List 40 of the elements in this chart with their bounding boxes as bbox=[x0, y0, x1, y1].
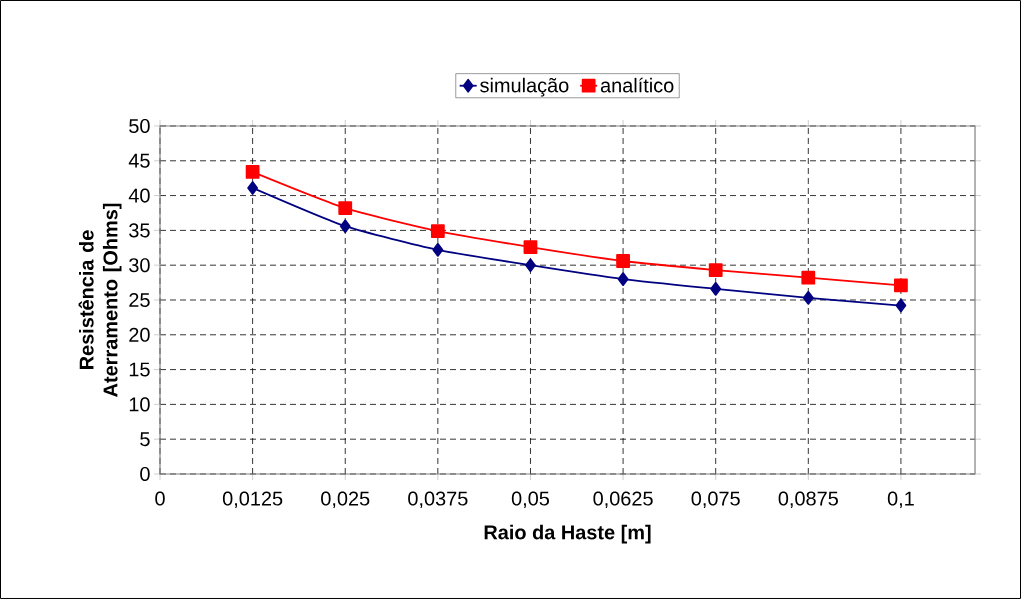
y-tick-label: 15 bbox=[129, 362, 150, 377]
y-tick-label: 10 bbox=[129, 397, 150, 412]
y-tick-label: 40 bbox=[128, 188, 150, 203]
legend-label: simulação bbox=[480, 77, 569, 97]
legend-label: analítico bbox=[600, 77, 674, 93]
y-tick-label: 35 bbox=[129, 223, 150, 238]
point bbox=[525, 258, 536, 273]
point bbox=[894, 278, 908, 293]
point bbox=[247, 181, 259, 195]
point bbox=[339, 219, 351, 234]
x-tick-label: 0 bbox=[155, 491, 165, 506]
y-tick-label: 50 bbox=[129, 118, 150, 134]
x-tick-label: 0,0125 bbox=[222, 491, 283, 508]
point bbox=[710, 281, 722, 296]
x-axis-title: Raio da Haste [m] bbox=[484, 524, 651, 544]
point bbox=[617, 272, 629, 287]
x-tick-label: 0,1 bbox=[887, 491, 914, 508]
x-tick-label: 0,075 bbox=[691, 491, 740, 508]
y-tick-label: 45 bbox=[128, 153, 150, 168]
y-tick-label: 20 bbox=[129, 327, 150, 342]
y-tick-label: 0 bbox=[140, 466, 150, 482]
y-tick-label: 5 bbox=[140, 432, 150, 447]
x-tick-label: 0,0875 bbox=[778, 491, 838, 508]
point bbox=[616, 254, 630, 268]
point bbox=[430, 224, 445, 238]
y-tick-label: 30 bbox=[129, 258, 150, 273]
point bbox=[895, 298, 907, 313]
y-axis-title: Resistência de Aterramento [Ohms] bbox=[78, 203, 122, 397]
point bbox=[338, 201, 353, 216]
y-tick-label: 25 bbox=[129, 292, 150, 308]
x-tick-label: 0,05 bbox=[511, 491, 550, 508]
point bbox=[802, 291, 814, 305]
x-tick-label: 0,0375 bbox=[408, 491, 468, 508]
point bbox=[801, 270, 816, 285]
point bbox=[432, 242, 444, 257]
point bbox=[708, 263, 723, 277]
point bbox=[245, 165, 260, 179]
x-tick-label: 0,025 bbox=[321, 491, 370, 508]
x-tick-label: 0,0625 bbox=[593, 491, 653, 508]
point bbox=[523, 240, 538, 254]
